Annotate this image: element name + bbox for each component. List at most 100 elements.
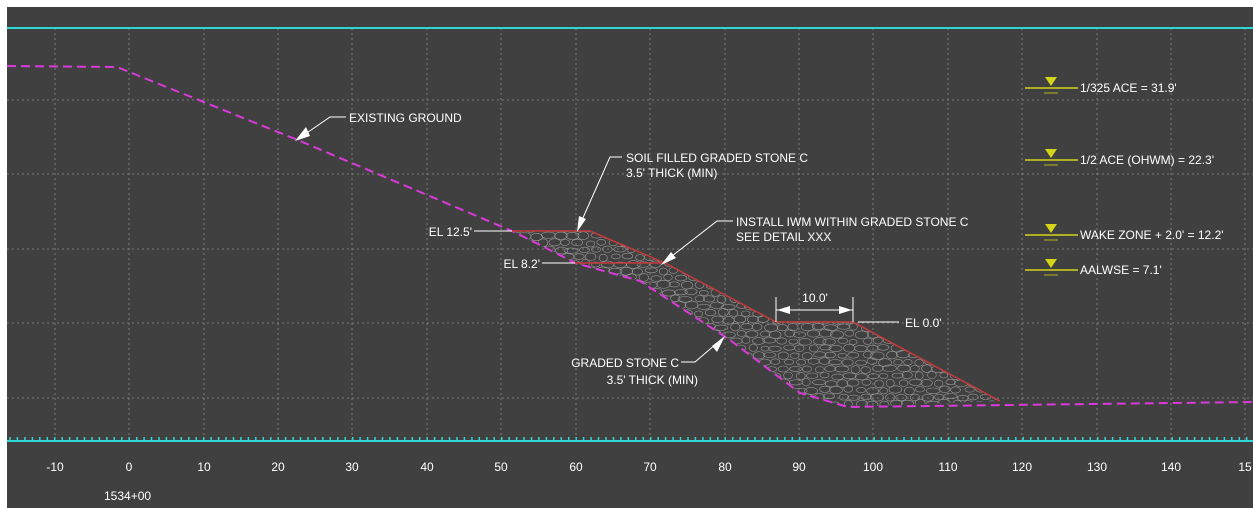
stone-cobble <box>909 365 920 373</box>
install-iwm-callout-line1: INSTALL IWM WITHIN GRADED STONE C <box>736 215 969 229</box>
stone-cobble <box>795 371 806 381</box>
stone-cobble <box>752 337 766 345</box>
stone-cobble <box>802 365 812 373</box>
stone-cobble <box>513 231 523 234</box>
x-tick-label: 140 <box>1161 460 1181 474</box>
stone-cobble <box>694 295 705 302</box>
stone-cobble <box>844 329 855 337</box>
stone-cobble <box>834 365 850 373</box>
stone-cobble <box>703 295 715 303</box>
stone-cobble <box>842 372 857 380</box>
stone-cobble <box>878 373 889 379</box>
stone-cobble <box>811 323 825 330</box>
stone-cobble <box>541 231 556 239</box>
stone-cobble <box>631 267 643 276</box>
stone-cobble <box>728 309 739 317</box>
stone-cobble <box>783 358 794 365</box>
stone-cobble <box>638 273 649 282</box>
stone-cobble <box>865 400 879 407</box>
stone-cobble <box>626 260 641 269</box>
stone-cobble <box>908 378 923 386</box>
stone-cobble <box>934 379 944 388</box>
stone-cobble <box>591 261 601 268</box>
install-iwm-callout-line2: SEE DETAIL XXX <box>736 230 831 244</box>
stone-cobble <box>939 372 949 379</box>
stone-cobble <box>850 365 861 374</box>
stone-cobble <box>763 352 777 358</box>
stone-cobble <box>847 351 860 359</box>
stone-cobble <box>659 267 668 276</box>
arrow-graded-stone <box>712 336 725 352</box>
stone-cobble <box>806 372 819 379</box>
stone-cobble <box>943 393 958 399</box>
stone-cobble <box>697 303 711 310</box>
stone-cobble <box>856 387 866 394</box>
stone-cobble <box>848 322 858 331</box>
stone-cobble <box>863 337 873 345</box>
stone-cobble <box>855 359 867 366</box>
dim-10-label: 10.0' <box>802 291 828 305</box>
stone-cobble <box>801 352 813 360</box>
el-8-2-label: EL 8.2' <box>503 257 540 271</box>
stone-cobble <box>674 274 688 282</box>
stone-cobble <box>895 393 907 401</box>
stone-cobble <box>806 329 820 338</box>
water-surface-triangle-icon <box>1045 224 1057 233</box>
x-tick-label: 15 <box>1238 460 1252 474</box>
stone-cobble <box>824 351 836 359</box>
x-tick-label: -10 <box>46 460 64 474</box>
stone-cobble <box>818 328 833 338</box>
stone-cobble <box>787 323 799 332</box>
stone-cobble <box>619 267 634 276</box>
water-level-entry: 1/325 ACE = 31.9' <box>1025 77 1177 95</box>
soil-filled-leader <box>577 156 622 230</box>
stone-cobble <box>684 288 698 295</box>
stone-cobble <box>819 344 832 351</box>
station-label: 1534+00 <box>104 489 151 503</box>
stone-cobble <box>838 393 849 401</box>
x-tick-label: 70 <box>643 460 657 474</box>
stone-cobble <box>877 344 889 351</box>
x-tick-label: 130 <box>1087 460 1107 474</box>
stone-cobble <box>860 393 872 401</box>
x-tick-label: 90 <box>792 460 806 474</box>
stone-cobble <box>613 246 627 253</box>
stone-cobble <box>828 344 843 352</box>
stone-cobble <box>812 379 826 386</box>
stone-cobble <box>768 345 782 352</box>
stone-cobble <box>733 315 747 324</box>
stone-cobble <box>808 344 819 353</box>
x-axis-minor-ticks <box>9 437 1248 441</box>
stone-cobble <box>793 331 806 338</box>
stone-cobble <box>964 386 975 393</box>
stone-cobble <box>613 261 627 268</box>
x-tick-label: 60 <box>569 460 583 474</box>
stone-cobble <box>784 329 796 338</box>
el-12-5-label: EL 12.5' <box>429 225 472 239</box>
stone-cobble <box>848 338 858 345</box>
stone-cobble <box>901 371 913 380</box>
stone-cobble <box>776 324 788 332</box>
stone-cobble <box>796 359 806 366</box>
existing-ground-callout: EXISTING GROUND <box>349 111 462 125</box>
stone-cobble <box>762 337 777 344</box>
install-iwm-leader <box>662 220 733 264</box>
stone-cobble <box>843 385 853 393</box>
drawing-background <box>7 7 1253 508</box>
stone-cobble <box>585 240 596 248</box>
stone-cobble <box>788 338 799 345</box>
x-tick-label: 10 <box>197 460 211 474</box>
water-surface-triangle-icon <box>1045 77 1057 86</box>
stone-cobble <box>895 350 911 359</box>
stone-cobble <box>783 371 793 380</box>
stone-cobble <box>867 373 880 380</box>
stone-cobble <box>674 289 688 296</box>
stone-cobble <box>801 378 811 387</box>
stone-cobble <box>823 393 835 399</box>
water-level-label: 1/2 ACE (OHWM) = 22.3' <box>1080 153 1214 167</box>
arrow-soil-filled <box>577 216 586 232</box>
stone-cobble <box>878 358 892 367</box>
stone-cobble <box>684 300 699 310</box>
stone-cobble <box>748 343 758 352</box>
stone-cobble <box>967 393 979 401</box>
